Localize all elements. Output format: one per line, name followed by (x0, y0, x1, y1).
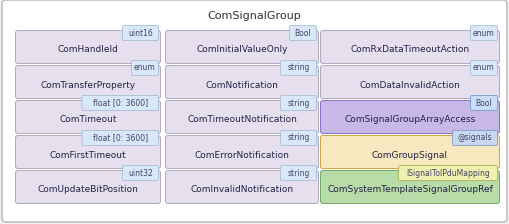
Text: float [0: 3600]: float [0: 3600] (93, 134, 148, 142)
FancyBboxPatch shape (470, 26, 497, 41)
Text: ISignalToIPduMapping: ISignalToIPduMapping (406, 168, 490, 177)
FancyBboxPatch shape (280, 131, 317, 146)
FancyBboxPatch shape (453, 131, 497, 146)
FancyBboxPatch shape (165, 170, 319, 203)
FancyBboxPatch shape (280, 95, 317, 110)
Text: ComTimeout: ComTimeout (59, 116, 117, 125)
FancyBboxPatch shape (15, 136, 160, 168)
FancyBboxPatch shape (131, 60, 158, 75)
FancyBboxPatch shape (321, 30, 499, 63)
FancyBboxPatch shape (165, 30, 319, 63)
Text: ComSignalGroupArrayAccess: ComSignalGroupArrayAccess (345, 116, 475, 125)
FancyBboxPatch shape (321, 170, 499, 203)
FancyBboxPatch shape (470, 95, 497, 110)
Text: ComHandleId: ComHandleId (58, 45, 119, 54)
Text: ComInvalidNotification: ComInvalidNotification (190, 185, 294, 194)
Text: @signals: @signals (458, 134, 492, 142)
Text: ComSignalGroup: ComSignalGroup (208, 11, 301, 21)
FancyBboxPatch shape (15, 30, 160, 63)
Text: float [0: 3600]: float [0: 3600] (93, 99, 148, 108)
FancyBboxPatch shape (82, 131, 158, 146)
Text: ComInitialValueOnly: ComInitialValueOnly (196, 45, 288, 54)
FancyBboxPatch shape (165, 65, 319, 99)
FancyBboxPatch shape (280, 166, 317, 181)
FancyBboxPatch shape (290, 26, 317, 41)
Text: string: string (287, 168, 309, 177)
FancyBboxPatch shape (123, 26, 158, 41)
Text: enum: enum (473, 63, 495, 73)
Text: enum: enum (134, 63, 156, 73)
Text: Bool: Bool (476, 99, 492, 108)
FancyBboxPatch shape (321, 101, 499, 134)
Text: uint32: uint32 (128, 168, 153, 177)
FancyBboxPatch shape (82, 95, 158, 110)
FancyBboxPatch shape (165, 136, 319, 168)
Text: ComErrorNotification: ComErrorNotification (194, 151, 290, 159)
FancyBboxPatch shape (321, 65, 499, 99)
Text: ComRxDataTimeoutAction: ComRxDataTimeoutAction (350, 45, 470, 54)
Text: ComTimeoutNotification: ComTimeoutNotification (187, 116, 297, 125)
FancyBboxPatch shape (321, 136, 499, 168)
Text: uint16: uint16 (128, 28, 153, 37)
Text: ComUpdateBitPosition: ComUpdateBitPosition (38, 185, 138, 194)
FancyBboxPatch shape (15, 101, 160, 134)
Text: ComFirstTimeout: ComFirstTimeout (50, 151, 126, 159)
Text: ComTransferProperty: ComTransferProperty (40, 80, 135, 90)
Text: string: string (287, 134, 309, 142)
Text: string: string (287, 99, 309, 108)
FancyBboxPatch shape (123, 166, 158, 181)
Text: ComNotification: ComNotification (206, 80, 278, 90)
Text: ComSystemTemplateSignalGroupRef: ComSystemTemplateSignalGroupRef (327, 185, 493, 194)
FancyBboxPatch shape (165, 101, 319, 134)
FancyBboxPatch shape (399, 166, 497, 181)
FancyBboxPatch shape (280, 60, 317, 75)
FancyBboxPatch shape (15, 170, 160, 203)
Text: ComDataInvalidAction: ComDataInvalidAction (360, 80, 460, 90)
FancyBboxPatch shape (470, 60, 497, 75)
Text: ComGroupSignal: ComGroupSignal (372, 151, 448, 159)
Text: enum: enum (473, 28, 495, 37)
Text: string: string (287, 63, 309, 73)
Text: Bool: Bool (295, 28, 312, 37)
FancyBboxPatch shape (15, 65, 160, 99)
